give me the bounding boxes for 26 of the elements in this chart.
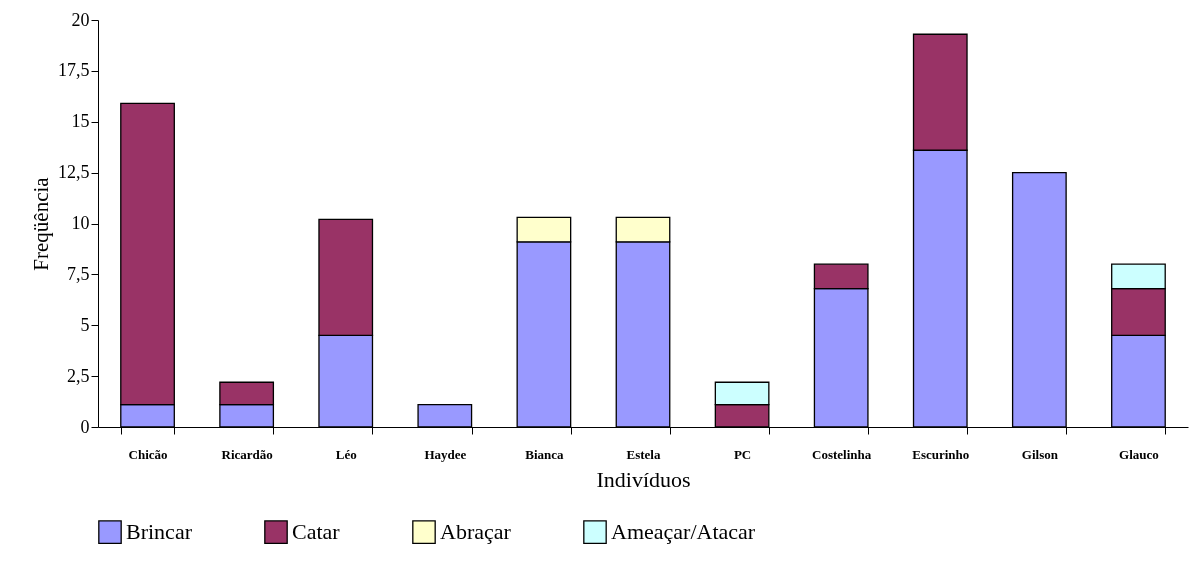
x-tick-label: PC — [733, 446, 752, 462]
y-tick-label: 10 — [71, 213, 90, 233]
x-tick-label: Ricardão — [221, 446, 273, 462]
x-tick-label: Gilson — [1021, 446, 1059, 462]
legend-label: Brincar — [126, 519, 193, 545]
y-tick-label: 2,5 — [67, 365, 90, 386]
x-tick-label: Glauco — [1119, 446, 1159, 462]
x-tick-label: Léo — [335, 446, 357, 462]
y-tick-label: 17,5 — [58, 60, 90, 81]
y-tick-label: 12,5 — [58, 162, 90, 183]
x-tick-label: Estela — [626, 446, 661, 462]
y-tick-label: 7,5 — [67, 263, 90, 284]
x-tick-label: Chicão — [128, 446, 168, 462]
legend-label: Ameaçar/Atacar — [611, 519, 756, 545]
y-axis-title: Freqüência — [29, 176, 53, 271]
legend-label: Catar — [292, 519, 341, 545]
y-tick-label: 5 — [80, 314, 90, 335]
y-tick-label: 0 — [80, 416, 90, 437]
x-tick-label: Bianca — [525, 446, 565, 462]
x-axis-title: Indivíduos — [596, 466, 691, 492]
x-tick-label: Escurinho — [912, 446, 970, 462]
legend-label: Abraçar — [440, 519, 512, 545]
y-tick-label: 15 — [71, 111, 90, 132]
x-tick-label: Costelinha — [812, 446, 872, 462]
x-tick-label: Haydee — [424, 446, 467, 462]
y-tick-label: 20 — [71, 9, 90, 30]
